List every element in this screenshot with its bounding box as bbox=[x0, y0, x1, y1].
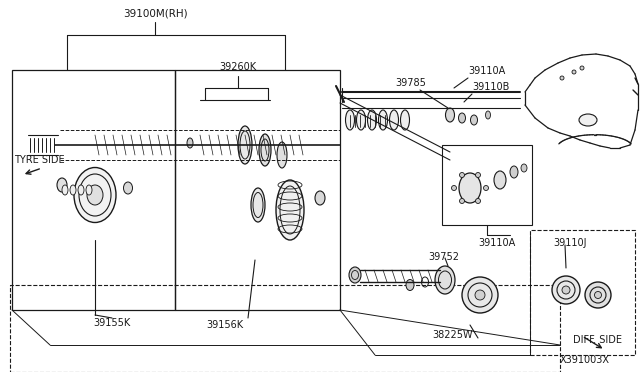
Ellipse shape bbox=[579, 114, 597, 126]
Text: 39260K: 39260K bbox=[220, 62, 257, 72]
Ellipse shape bbox=[476, 199, 481, 203]
Text: DIFF. SIDE: DIFF. SIDE bbox=[573, 335, 622, 345]
Text: 39156K: 39156K bbox=[207, 320, 244, 330]
Ellipse shape bbox=[572, 70, 576, 74]
Ellipse shape bbox=[251, 188, 265, 222]
Ellipse shape bbox=[445, 108, 454, 122]
Ellipse shape bbox=[458, 113, 465, 123]
Ellipse shape bbox=[390, 110, 399, 130]
Text: 39110J: 39110J bbox=[553, 238, 586, 248]
Ellipse shape bbox=[346, 110, 355, 130]
Ellipse shape bbox=[475, 290, 485, 300]
Ellipse shape bbox=[277, 142, 287, 168]
Ellipse shape bbox=[86, 185, 92, 195]
Ellipse shape bbox=[435, 266, 455, 294]
Text: 39110A: 39110A bbox=[478, 238, 515, 248]
Ellipse shape bbox=[367, 110, 376, 130]
Ellipse shape bbox=[187, 138, 193, 148]
Ellipse shape bbox=[74, 167, 116, 222]
Ellipse shape bbox=[78, 185, 84, 195]
Ellipse shape bbox=[595, 292, 602, 298]
Text: 39785: 39785 bbox=[395, 78, 426, 88]
Bar bbox=[442, 145, 532, 225]
Ellipse shape bbox=[585, 282, 611, 308]
Ellipse shape bbox=[87, 185, 103, 205]
Text: 39752: 39752 bbox=[428, 252, 459, 262]
Ellipse shape bbox=[580, 66, 584, 70]
Ellipse shape bbox=[124, 182, 132, 194]
Ellipse shape bbox=[521, 164, 527, 172]
Ellipse shape bbox=[57, 178, 67, 192]
Text: TYRE SIDE: TYRE SIDE bbox=[14, 155, 65, 165]
Ellipse shape bbox=[238, 126, 252, 164]
Ellipse shape bbox=[460, 173, 465, 177]
Ellipse shape bbox=[552, 276, 580, 304]
Ellipse shape bbox=[494, 171, 506, 189]
Ellipse shape bbox=[259, 134, 271, 166]
Ellipse shape bbox=[462, 277, 498, 313]
Ellipse shape bbox=[406, 279, 414, 291]
Ellipse shape bbox=[70, 185, 76, 195]
Ellipse shape bbox=[62, 185, 68, 195]
Text: 38225W: 38225W bbox=[432, 330, 472, 340]
Ellipse shape bbox=[560, 76, 564, 80]
Ellipse shape bbox=[486, 111, 490, 119]
Text: X391003X: X391003X bbox=[560, 355, 610, 365]
Text: 39110A: 39110A bbox=[468, 66, 505, 76]
Ellipse shape bbox=[378, 110, 387, 130]
Bar bbox=[10, 285, 560, 372]
Ellipse shape bbox=[460, 199, 465, 203]
Ellipse shape bbox=[315, 191, 325, 205]
Text: 39100M(RH): 39100M(RH) bbox=[123, 8, 188, 18]
Bar bbox=[175, 70, 340, 310]
Ellipse shape bbox=[349, 267, 361, 283]
Ellipse shape bbox=[562, 286, 570, 294]
Ellipse shape bbox=[459, 173, 481, 203]
Bar bbox=[12, 70, 175, 310]
Ellipse shape bbox=[276, 180, 304, 240]
Ellipse shape bbox=[476, 173, 481, 177]
Ellipse shape bbox=[470, 115, 477, 125]
Ellipse shape bbox=[356, 110, 365, 130]
Ellipse shape bbox=[451, 186, 456, 190]
Bar bbox=[530, 230, 635, 355]
Text: 39110B: 39110B bbox=[472, 82, 509, 92]
Ellipse shape bbox=[401, 110, 410, 130]
Ellipse shape bbox=[483, 186, 488, 190]
Text: 39155K: 39155K bbox=[93, 318, 131, 328]
Ellipse shape bbox=[510, 166, 518, 178]
